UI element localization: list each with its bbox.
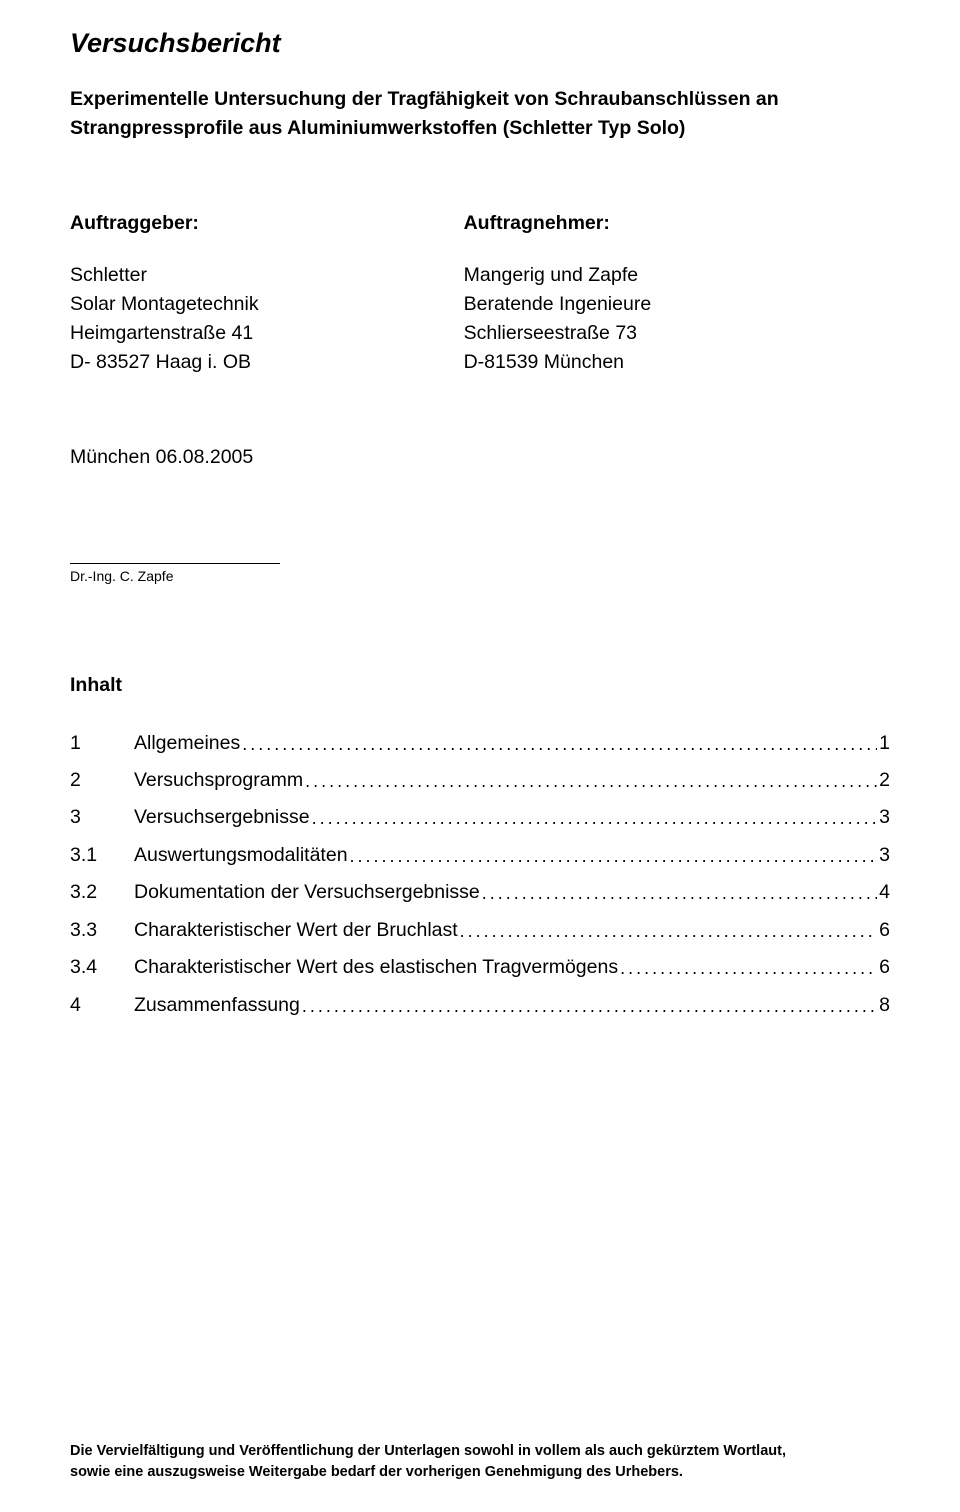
toc: 1Allgemeines............................…	[70, 725, 890, 1025]
toc-row: 3.3Charakteristischer Wert der Bruchlast…	[70, 912, 890, 949]
toc-dots: ........................................…	[618, 951, 877, 986]
toc-label: Versuchsergebnisse	[134, 799, 310, 836]
toc-label: Charakteristischer Wert der Bruchlast	[134, 912, 458, 949]
toc-label: Allgemeines	[134, 725, 240, 762]
toc-page: 6	[877, 949, 890, 986]
toc-dots: ........................................…	[300, 989, 877, 1024]
toc-row: 3.1Auswertungsmodalitäten...............…	[70, 837, 890, 874]
toc-dots: ........................................…	[348, 839, 878, 874]
toc-page: 8	[877, 987, 890, 1024]
footer-note: Die Vervielfältigung und Veröffentlichun…	[70, 1441, 890, 1482]
toc-label: Auswertungsmodalitäten	[134, 837, 348, 874]
footer-line-2: sowie eine auszugsweise Weitergabe bedar…	[70, 1464, 683, 1480]
toc-page: 1	[877, 725, 890, 762]
toc-dots: ........................................…	[310, 801, 878, 836]
toc-number: 3.2	[70, 874, 134, 911]
toc-number: 3	[70, 799, 134, 836]
toc-number: 4	[70, 987, 134, 1024]
report-date: München 06.08.2005	[70, 446, 890, 469]
toc-heading: Inhalt	[70, 674, 890, 697]
toc-number: 1	[70, 725, 134, 762]
client-line-3: D- 83527 Haag i. OB	[70, 348, 464, 377]
client-block: Auftraggeber: Schletter Solar Montagetec…	[70, 212, 464, 378]
toc-label: Zusammenfassung	[134, 987, 300, 1024]
toc-page: 2	[877, 762, 890, 799]
toc-dots: ........................................…	[480, 876, 877, 911]
toc-row: 3Versuchsergebnisse.....................…	[70, 799, 890, 836]
contractor-line-3: D-81539 München	[464, 348, 890, 377]
contractor-block: Auftragnehmer: Mangerig und Zapfe Berate…	[464, 212, 890, 378]
toc-row: 3.4Charakteristischer Wert des elastisch…	[70, 949, 890, 986]
toc-row: 4Zusammenfassung........................…	[70, 987, 890, 1024]
contractor-header: Auftragnehmer:	[464, 212, 890, 235]
toc-page: 3	[877, 837, 890, 874]
toc-label: Dokumentation der Versuchsergebnisse	[134, 874, 480, 911]
contractor-line-2: Schlierseestraße 73	[464, 319, 890, 348]
toc-row: 2Versuchsprogramm.......................…	[70, 762, 890, 799]
toc-number: 3.4	[70, 949, 134, 986]
toc-dots: ........................................…	[240, 727, 877, 762]
signature-name: Dr.-Ing. C. Zapfe	[70, 568, 890, 584]
signature-line	[70, 563, 280, 564]
subtitle-line-2: Strangpressprofile aus Aluminiumwerkstof…	[70, 117, 685, 139]
toc-row: 1Allgemeines............................…	[70, 725, 890, 762]
report-subtitle: Experimentelle Untersuchung der Tragfähi…	[70, 85, 890, 144]
toc-page: 6	[877, 912, 890, 949]
footer-line-1: Die Vervielfältigung und Veröffentlichun…	[70, 1443, 786, 1459]
contractor-line-0: Mangerig und Zapfe	[464, 261, 890, 290]
contractor-line-1: Beratende Ingenieure	[464, 290, 890, 319]
toc-number: 2	[70, 762, 134, 799]
subtitle-line-1: Experimentelle Untersuchung der Tragfähi…	[70, 88, 779, 110]
client-header: Auftraggeber:	[70, 212, 464, 235]
toc-number: 3.1	[70, 837, 134, 874]
toc-number: 3.3	[70, 912, 134, 949]
toc-label: Versuchsprogramm	[134, 762, 303, 799]
toc-row: 3.2Dokumentation der Versuchsergebnisse.…	[70, 874, 890, 911]
report-title: Versuchsbericht	[70, 28, 890, 59]
client-line-2: Heimgartenstraße 41	[70, 319, 464, 348]
toc-page: 3	[877, 799, 890, 836]
client-line-0: Schletter	[70, 261, 464, 290]
toc-label: Charakteristischer Wert des elastischen …	[134, 949, 618, 986]
toc-dots: ........................................…	[458, 914, 877, 949]
client-line-1: Solar Montagetechnik	[70, 290, 464, 319]
toc-page: 4	[877, 874, 890, 911]
toc-dots: ........................................…	[303, 764, 877, 799]
parties-block: Auftraggeber: Schletter Solar Montagetec…	[70, 212, 890, 378]
